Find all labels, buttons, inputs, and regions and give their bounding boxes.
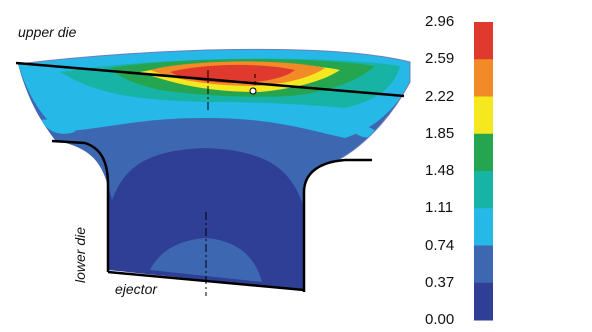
lower-die-right — [302, 158, 372, 292]
colorbar-tick-label: 0.37 — [425, 273, 455, 291]
colorbar-tick-label: 2.96 — [425, 13, 455, 30]
colorbar-segment — [474, 96, 493, 135]
colorbar-tick-label: 0.74 — [425, 236, 455, 254]
colorbar-tick-label: 0.00 — [425, 311, 455, 328]
zone-spot-left — [40, 119, 75, 134]
measurement-point — [249, 87, 257, 95]
colorbar-tick-label: 1.85 — [425, 124, 455, 142]
head-outline — [17, 48, 411, 164]
colorbar-tick-label: 2.59 — [425, 50, 455, 68]
colorbar-tick-label: 2.22 — [425, 87, 455, 105]
upper-die-line — [15, 61, 405, 98]
colorbar-tick-label: 1.11 — [425, 199, 454, 217]
colorbar-segment — [474, 22, 493, 60]
colorbar-segment — [474, 133, 493, 172]
colorbar-segment — [474, 208, 493, 246]
colorbar-segment — [474, 59, 493, 97]
lower-die-left — [51, 139, 110, 272]
colorbar-segment — [474, 171, 493, 209]
upper-die-label: upper die — [18, 24, 77, 40]
colorbar-tick-label: 1.48 — [425, 162, 455, 179]
colorbar — [474, 22, 493, 321]
lower-die-label: lower die — [72, 226, 88, 283]
ejector-label: ejector — [115, 281, 158, 297]
workpiece — [18, 49, 410, 290]
colorbar-segment — [474, 282, 493, 321]
colorbar-segment — [474, 245, 493, 284]
